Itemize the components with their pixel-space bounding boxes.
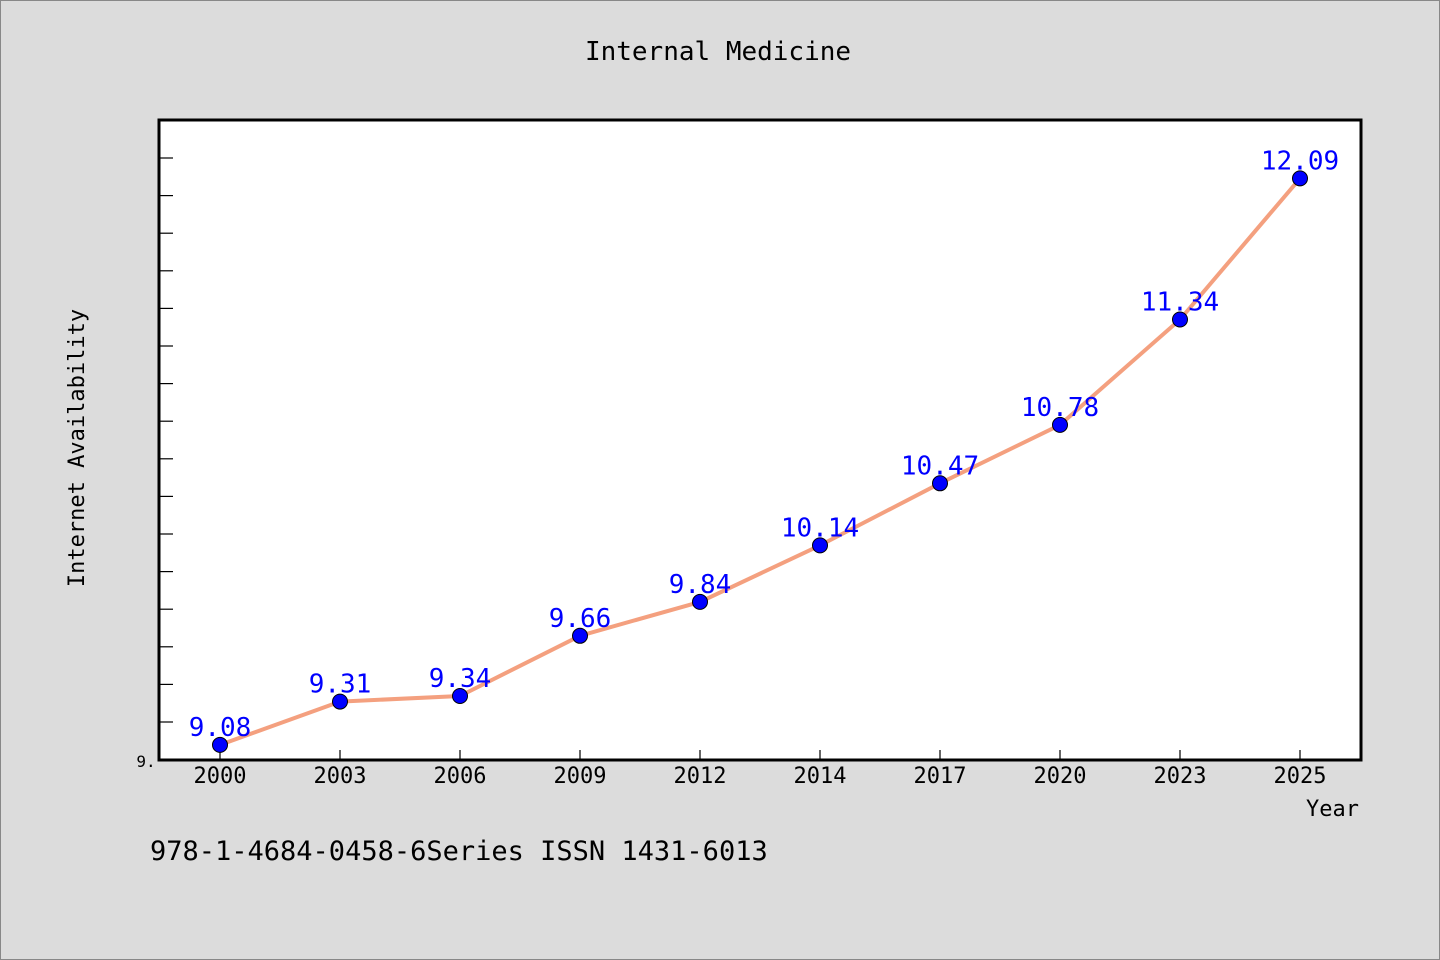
x-tick-label: 2014 xyxy=(794,764,847,789)
data-point xyxy=(572,627,588,644)
data-point xyxy=(932,475,948,492)
data-point xyxy=(1292,170,1308,187)
plot-area xyxy=(157,118,1363,762)
data-label: 11.34 xyxy=(1141,288,1219,318)
x-tick-label: 2006 xyxy=(434,764,487,789)
data-label: 10.14 xyxy=(781,513,859,543)
data-label: 12.09 xyxy=(1261,146,1339,176)
series-line xyxy=(218,176,1302,747)
data-point xyxy=(332,693,348,710)
x-tick-label: 2012 xyxy=(674,764,727,789)
data-point xyxy=(1052,416,1068,433)
x-tick-label: 2009 xyxy=(554,764,607,789)
x-tick-label: 2023 xyxy=(1154,764,1207,789)
x-tick-label: 2025 xyxy=(1274,764,1327,789)
data-label: 9.34 xyxy=(429,664,492,694)
y-axis-ticks xyxy=(159,157,173,723)
data-label: 10.47 xyxy=(901,451,979,481)
data-point xyxy=(812,537,828,554)
x-tick-label: 2000 xyxy=(194,764,247,789)
series-layer: 9.08 9.31 9.34 9.66 9.84 10.14 10.47 10.78 11.34… xyxy=(189,146,1339,753)
chart-title: Internal Medicine xyxy=(585,37,851,67)
x-tick-label: 2020 xyxy=(1034,764,1087,789)
data-label: 9.08 xyxy=(189,713,252,743)
x-tick-label: 2017 xyxy=(914,764,967,789)
y-tick-label: 9. xyxy=(136,752,155,771)
data-label: 9.84 xyxy=(669,570,732,600)
data-point xyxy=(452,688,468,704)
data-point xyxy=(212,736,228,753)
data-label: 10.78 xyxy=(1021,393,1099,423)
footer-isbn-text: 978-1-4684-0458-6Series ISSN 1431-6013 xyxy=(150,836,768,867)
x-axis-label: Year xyxy=(1306,797,1359,822)
y-axis-label: Internet Availability xyxy=(65,309,90,587)
data-label: 9.31 xyxy=(309,670,372,700)
data-label: 9.66 xyxy=(549,604,612,634)
data-point xyxy=(1172,311,1188,328)
x-axis-tick-labels: 2000 2003 2006 2009 2012 2014 2017 2020 2023 2025 xyxy=(194,764,1327,789)
x-tick-label: 2003 xyxy=(314,764,367,789)
data-point xyxy=(692,593,708,610)
